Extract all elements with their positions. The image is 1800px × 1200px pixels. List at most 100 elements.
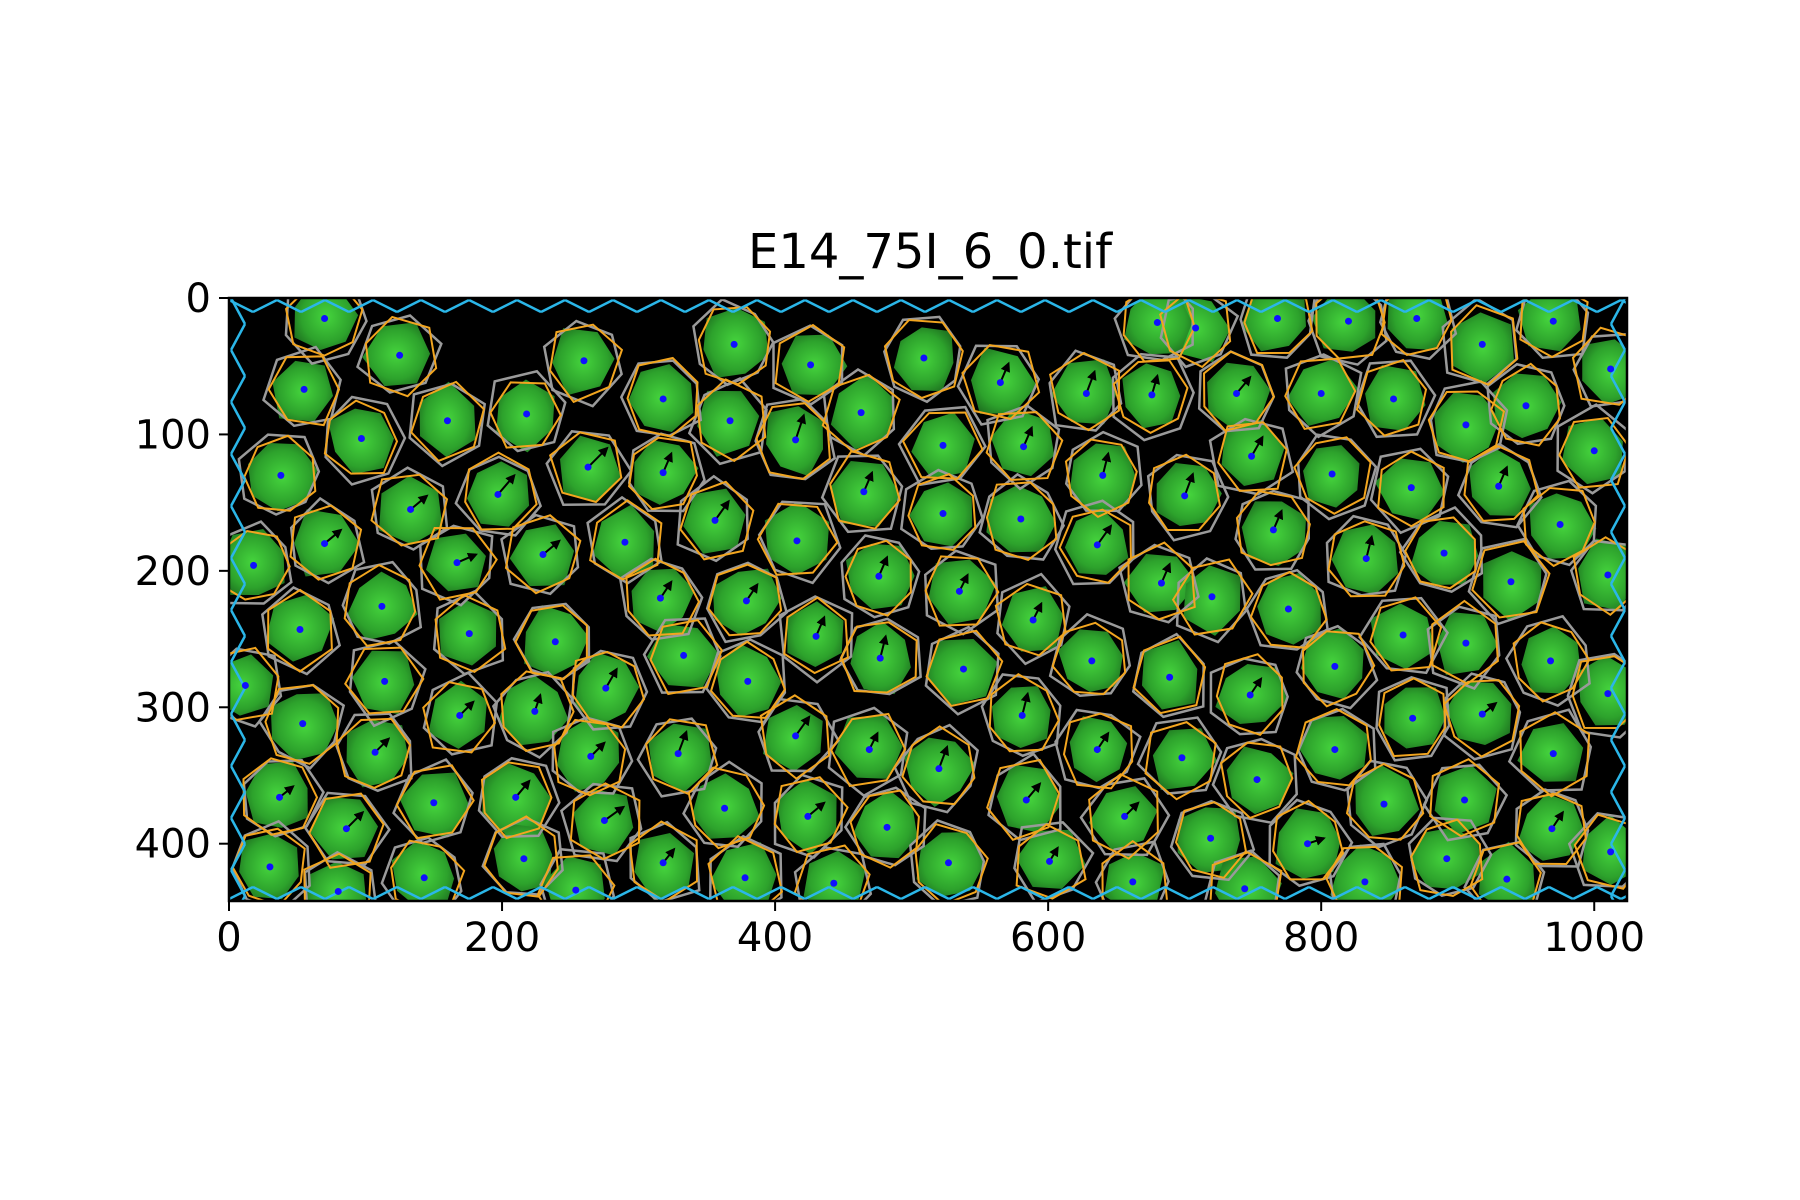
cell-outline	[267, 355, 341, 427]
centroid-dot	[453, 559, 461, 567]
gray-network-cell	[820, 454, 904, 534]
centroid-dot	[730, 340, 738, 348]
edge-segment	[1524, 298, 1550, 314]
cell-outline	[500, 670, 575, 752]
cell-outline	[1463, 445, 1540, 522]
edge-segment	[348, 885, 374, 901]
centroid-dot	[1208, 593, 1216, 601]
edge-segment	[468, 885, 494, 901]
gray-network-cell	[705, 561, 789, 644]
gray-network-cell	[1398, 506, 1484, 594]
gray-network-cell	[348, 639, 427, 728]
gray-network-cell	[229, 520, 293, 605]
cell-outline	[410, 380, 486, 463]
cell-outline	[548, 431, 623, 504]
centroid-dot	[430, 799, 438, 807]
edge-segment	[1609, 765, 1627, 793]
edge-segment	[396, 885, 422, 901]
polarity-arrow	[878, 634, 889, 659]
gray-network-cell	[1054, 708, 1142, 790]
centroid-dot	[334, 887, 342, 895]
edge-segment	[588, 298, 614, 314]
edge-segment	[372, 885, 398, 901]
centroid-dot	[944, 859, 952, 867]
edge-segment	[1188, 885, 1214, 901]
edge-segment	[1140, 885, 1166, 901]
cell-outline	[267, 588, 333, 673]
centroid-dot	[792, 436, 800, 444]
centroid-dot	[955, 587, 963, 595]
edge-network	[229, 298, 1627, 901]
polarity-arrow	[1096, 524, 1113, 546]
edge-segment	[516, 885, 542, 901]
centroid-dot	[996, 379, 1004, 387]
cell-outline	[1144, 721, 1217, 801]
centroid-dot	[883, 823, 891, 831]
x-tick-label: 400	[737, 915, 813, 961]
gray-network-cell	[229, 647, 283, 728]
edge-segment	[1188, 298, 1214, 314]
edge-segment	[1452, 885, 1478, 901]
edge-segment	[1609, 635, 1627, 663]
gray-network-cell	[1245, 568, 1329, 651]
gray-network-cell	[980, 673, 1062, 758]
centroid-dot	[1178, 754, 1186, 762]
x-tick-label: 200	[464, 915, 540, 961]
cell-outline	[1220, 741, 1294, 820]
edge-segment	[1500, 885, 1526, 901]
edge-segment	[1596, 298, 1622, 314]
edge-segment	[229, 557, 247, 585]
edge-segment	[229, 885, 254, 901]
edge-segment	[1620, 298, 1627, 305]
cell-outline	[589, 499, 663, 581]
edge-segment	[780, 298, 806, 314]
edge-segment	[1609, 401, 1627, 429]
gray-network-cell	[1514, 298, 1590, 360]
edge-segment	[948, 885, 974, 901]
centroid-dot	[321, 314, 329, 322]
centroid-dot	[721, 804, 729, 812]
edge-segment	[1212, 298, 1238, 314]
cell-outline	[418, 527, 498, 601]
centroid-dot	[1304, 840, 1312, 848]
edge-segment	[1284, 298, 1310, 314]
centroid-dot	[1409, 714, 1417, 722]
centroid-dot	[456, 711, 464, 719]
edge-segment	[300, 885, 326, 901]
polarity-arrow	[1250, 435, 1264, 457]
edge-segment	[996, 298, 1022, 314]
centroid-dot	[935, 765, 943, 773]
edge-segment	[1308, 885, 1334, 901]
cell-outline	[390, 839, 466, 901]
cell-outline	[773, 776, 849, 854]
centroid-dot	[266, 863, 274, 871]
cell-outline	[335, 717, 412, 790]
cell-outline	[1112, 359, 1189, 435]
centroid-dot	[1462, 421, 1470, 429]
centroid-dot	[1166, 673, 1174, 681]
cell-outline	[1062, 712, 1134, 790]
edge-segment	[1609, 298, 1627, 325]
centroid-dot	[1093, 541, 1101, 549]
cell-fill	[307, 861, 367, 901]
gray-network-cell	[477, 756, 561, 839]
edge-segment	[1500, 298, 1526, 314]
centroid-dot	[1121, 812, 1129, 820]
edge-segment	[540, 885, 566, 901]
cell-outline	[1355, 358, 1428, 437]
edge-segment	[1068, 298, 1094, 314]
edge-segment	[1609, 661, 1627, 689]
centroid-dot	[321, 540, 329, 548]
edge-segment	[1140, 298, 1166, 314]
centroid-dot	[621, 538, 629, 546]
cell-outline	[907, 473, 977, 552]
cell-outline	[687, 766, 766, 850]
centroid-dot	[1253, 776, 1261, 784]
cell-outline	[925, 629, 1004, 708]
cell-outline	[1235, 490, 1311, 567]
edge-segment	[468, 298, 494, 314]
cell-outline	[1471, 540, 1551, 619]
cell-outline	[1404, 516, 1477, 590]
edge-segment	[1356, 298, 1382, 314]
edge-segment	[1260, 298, 1286, 314]
